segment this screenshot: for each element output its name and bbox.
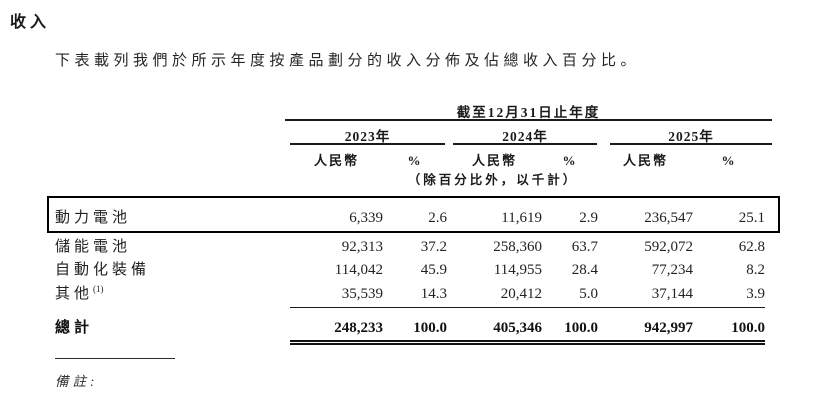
rmb-header-2025: 人民幣: [622, 153, 668, 168]
table-row-automation-equipment: 自動化裝備 114,042 45.9 114,955 28.4 77,234 8…: [55, 258, 765, 279]
percent-header-2025: %: [721, 153, 737, 168]
cell-value: 592,072: [644, 239, 693, 255]
cell-value: 14.3: [383, 286, 447, 308]
page-title: 收入: [10, 14, 51, 31]
cell-value: 114,955: [493, 262, 542, 278]
table-row-power-battery: 動力電池 6,339 2.6 11,619 2.9 236,547 25.1: [55, 206, 765, 227]
table-row-total: 總計 248,233 100.0 405,346 100.0 942,997 1…: [55, 316, 765, 345]
cell-value: 114,042: [334, 262, 383, 278]
cell-value: 11,619: [501, 210, 542, 226]
cell-value: 45.9: [420, 262, 447, 278]
cell-value: 37.2: [420, 239, 447, 255]
year-header-2025: 2025年: [668, 129, 714, 144]
year-2023-underline: [290, 143, 445, 145]
cell-value: 28.4: [571, 262, 598, 278]
cell-value: 2.6: [428, 210, 447, 226]
footnote-ref: (1): [93, 284, 104, 294]
year-header-2023: 2023年: [344, 129, 391, 144]
total-value: 100.0: [693, 320, 765, 345]
cell-value: 236,547: [644, 210, 693, 226]
rmb-header-2023: 人民幣: [313, 153, 359, 168]
notes-label: 備註:: [55, 374, 99, 389]
cell-value: 35,539: [290, 286, 383, 308]
cell-value: 5.0: [542, 286, 598, 308]
table-row-energy-storage-battery: 儲能電池 92,313 37.2 258,360 63.7 592,072 62…: [55, 235, 765, 256]
percent-header-2023: %: [407, 153, 423, 168]
total-value: 100.0: [383, 320, 447, 345]
rmb-header-2024: 人民幣: [471, 153, 517, 168]
cell-value: 258,360: [493, 239, 542, 255]
cell-value: 25.1: [738, 210, 765, 226]
cell-value: 2.9: [579, 210, 598, 226]
intro-paragraph: 下表載列我們於所示年度按產品劃分的收入分佈及佔總收入百分比。: [55, 53, 641, 69]
percent-header-2024: %: [562, 153, 578, 168]
row-label: 其他(1): [55, 284, 104, 302]
year-header-2024: 2024年: [502, 129, 548, 144]
row-label: 動力電池: [55, 210, 132, 226]
cell-value: 37,144: [598, 286, 693, 308]
total-label: 總計: [55, 320, 94, 336]
cell-value: 62.8: [738, 239, 765, 255]
cell-value: 63.7: [571, 239, 598, 255]
year-2025-underline: [610, 143, 772, 145]
cell-value: 6,339: [349, 210, 383, 226]
highlight-box: [47, 196, 780, 233]
cell-value: 8.2: [746, 262, 765, 278]
total-value: 100.0: [542, 320, 598, 345]
year-2024-underline: [453, 143, 597, 145]
table-row-others: 其他(1) 35,539 14.3 20,412 5.0 37,144 3.9: [55, 282, 765, 308]
cell-value: 20,412: [447, 286, 542, 308]
total-value: 942,997: [598, 320, 693, 345]
period-underline: [285, 119, 772, 121]
cell-value: 92,313: [341, 239, 383, 255]
cell-value: 77,234: [651, 262, 693, 278]
cell-value: 3.9: [693, 286, 765, 308]
column-headers-row: 人民幣 % 人民幣 % 人民幣 %: [55, 150, 765, 169]
total-value: 405,346: [447, 320, 542, 345]
row-label: 儲能電池: [55, 239, 132, 255]
unit-note: （除百分比外，以千計）: [407, 173, 579, 187]
total-value: 248,233: [290, 320, 383, 345]
row-label: 自動化裝備: [55, 262, 151, 278]
footnote-divider: [55, 358, 175, 359]
period-header: 截至12月31日止年度: [456, 105, 601, 120]
